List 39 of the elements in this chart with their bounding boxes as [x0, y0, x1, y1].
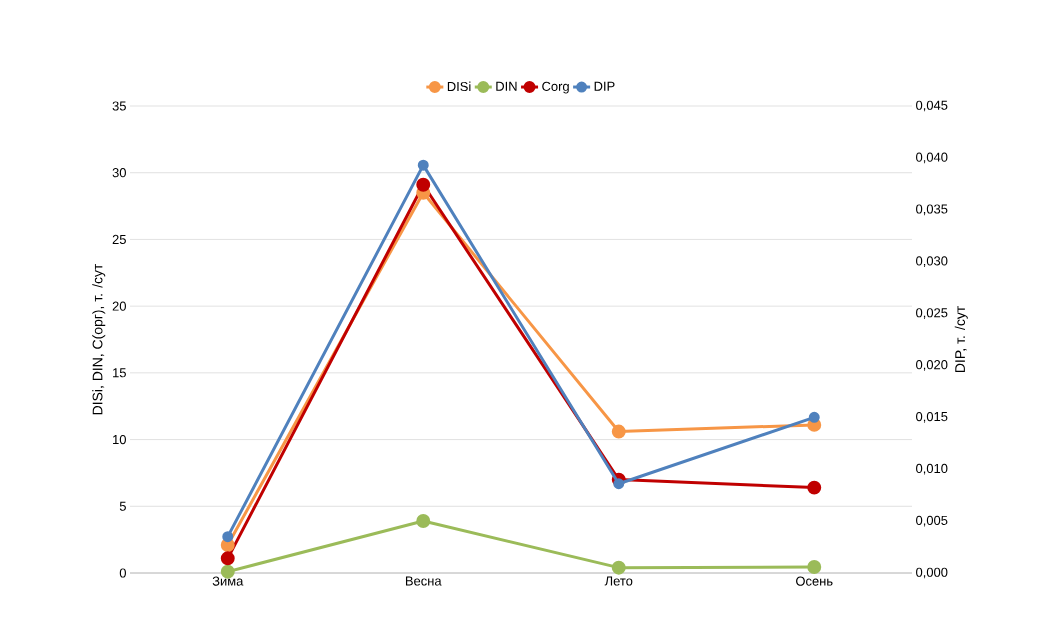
point: [416, 513, 431, 528]
y2-tick-label: 0,035: [916, 204, 948, 216]
point: [220, 551, 235, 566]
legend-label: DISi: [447, 81, 471, 92]
legend-label: DIP: [594, 81, 615, 91]
point: [416, 177, 431, 192]
y-tick-label: 25: [112, 234, 126, 245]
y2-tick-label: 0,045: [916, 100, 948, 112]
point: [613, 478, 625, 490]
point: [222, 531, 234, 543]
y-tick-label: 5: [119, 501, 126, 511]
y2-tick-label: 0,010: [916, 463, 948, 475]
y2-tick-label: 0,000: [916, 567, 948, 579]
y-axis-title: DISi, DIN, C(орг), т. /сут: [92, 263, 106, 415]
point: [807, 560, 822, 574]
y2-tick-label: 0,030: [916, 256, 948, 268]
y-tick-label: 10: [113, 434, 126, 445]
legend-label: DIN: [496, 81, 517, 91]
y2-tick-label: 0,040: [916, 152, 948, 164]
y2-tick-label: 0,015: [916, 411, 948, 423]
y-tick-label: 30: [112, 168, 126, 178]
x-tick-label: Осень: [796, 576, 833, 586]
y2-tick-label: 0,020: [916, 360, 948, 371]
y-tick-label: 20: [112, 301, 126, 311]
y2-tick-label: 0,025: [916, 308, 948, 319]
x-tick-label: Зима: [212, 576, 244, 586]
y-tick-label: 15: [113, 368, 126, 378]
y2-tick-label: 0,005: [916, 515, 948, 527]
point: [808, 411, 820, 423]
x-tick-label: Весна: [405, 576, 442, 586]
legend-label: Corg: [542, 81, 569, 94]
y2-axis-title: DIP, т. /сут: [954, 306, 968, 373]
point: [611, 424, 626, 439]
y-tick-label: 0: [119, 568, 126, 578]
point: [611, 560, 626, 575]
point: [807, 480, 822, 495]
point: [417, 159, 429, 171]
y-tick-label: 35: [112, 101, 126, 111]
x-tick-label: Лето: [604, 576, 633, 586]
